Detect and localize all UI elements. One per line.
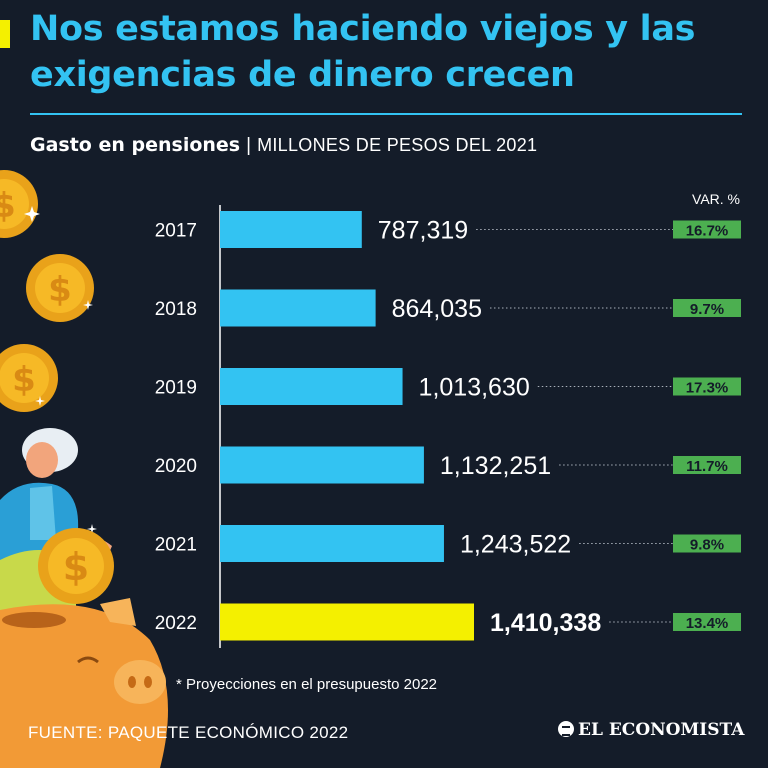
variation-label: 11.7%: [686, 458, 728, 475]
variation-badge: [673, 220, 741, 239]
coin-icon: $: [0, 344, 58, 412]
variation-label: 16.7%: [686, 223, 729, 240]
title-divider: [30, 113, 742, 115]
piggy-bank-icon: [0, 598, 168, 768]
page-title: Nos estamos haciendo viejos y las exigen…: [30, 9, 696, 95]
value-label: 1,013,630: [419, 374, 530, 402]
projection-note: * Proyecciones en el presupuesto 2022: [176, 676, 438, 693]
svg-text:$: $: [63, 545, 89, 589]
variation-label: 9.7%: [690, 301, 724, 318]
year-label: 2021: [155, 535, 197, 556]
coin-icon: $: [26, 254, 94, 322]
subtitle-separator: |: [246, 135, 252, 156]
sparkle-icon: [24, 206, 97, 534]
subtitle-units: MILLONES DE PESOS DEL 2021: [257, 135, 538, 155]
subtitle-label: Gasto en pensiones: [30, 134, 241, 156]
svg-text:$: $: [0, 186, 16, 226]
bar: [220, 211, 362, 248]
variation-label: 13.4%: [686, 615, 729, 632]
variation-badge: [673, 377, 741, 396]
variation-badge: [673, 299, 741, 317]
year-label: 2020: [155, 456, 197, 477]
year-label: 2019: [155, 378, 197, 399]
bar: [220, 525, 444, 562]
variation-badge: [673, 613, 741, 631]
title-accent-bar: [0, 20, 10, 48]
bar: [220, 368, 403, 405]
bar: [220, 603, 474, 641]
brand-logo: EL ECONOMISTA: [558, 720, 744, 740]
value-label: 1,410,338: [490, 609, 601, 637]
source-note: FUENTE: PAQUETE ECONÓMICO 2022: [28, 723, 349, 742]
variation-label: 17.3%: [686, 380, 729, 397]
variation-badge: [673, 534, 741, 553]
value-label: 1,132,251: [440, 452, 551, 480]
svg-text:$: $: [12, 360, 36, 400]
variation-label: 9.8%: [690, 537, 724, 554]
bar: [220, 446, 424, 484]
value-label: 787,319: [378, 217, 468, 245]
year-label: 2022: [155, 613, 197, 634]
coin-icon: $: [0, 170, 38, 238]
variation-badge: [673, 456, 741, 474]
value-label: 864,035: [392, 295, 482, 323]
value-label: 1,243,522: [460, 531, 571, 559]
var-header: VAR. %: [692, 191, 740, 207]
brand-logo-icon: [558, 721, 574, 737]
svg-text:$: $: [48, 270, 72, 310]
year-label: 2018: [155, 299, 197, 320]
coin-icon: $: [38, 528, 114, 604]
chart-subtitle: Gasto en pensiones | MILLONES DE PESOS DEL…: [30, 134, 537, 157]
year-label: 2017: [155, 221, 197, 242]
bar: [220, 289, 376, 327]
bars-layer: 2017 787,319 16.7% 2018 864,035 9.7% 2019 1,013…: [155, 211, 741, 641]
brand-name: EL ECONOMISTA: [578, 720, 745, 740]
